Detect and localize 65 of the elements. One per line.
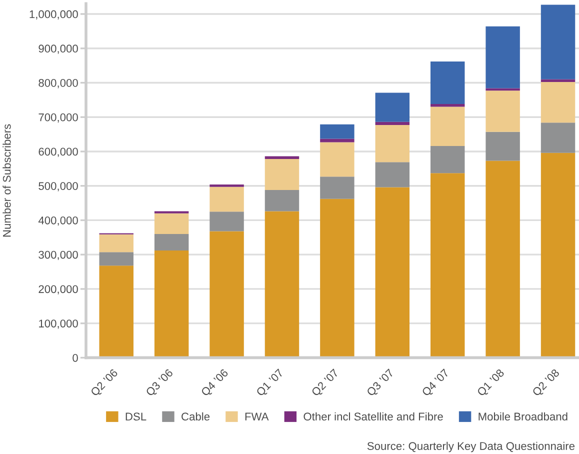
bar [430,173,465,358]
bar [540,152,576,358]
bar [210,184,244,187]
y-tick-label: 1,000,000 [30,10,78,20]
bar [540,122,576,153]
bar [486,26,520,88]
y-axis-title: Number of Subscribers [2,124,11,237]
bar [154,250,189,358]
bar [99,252,134,266]
bar [430,61,465,104]
x-tick-label: Q4 ’06 [200,368,230,398]
legend-label: Other incl Satellite and Fibre [304,412,443,421]
x-tick-label: Q2 ’07 [310,368,340,398]
y-tick-label: 900,000 [38,44,78,54]
bar [99,234,134,252]
bar [264,159,300,190]
legend-label: Mobile Broadband [478,412,568,421]
bar [375,122,410,126]
bar [320,124,354,139]
legend-label: FWA [245,412,269,420]
bar [210,231,244,358]
bar [486,88,520,91]
x-tick-label: Q3 ’06 [145,368,175,398]
bar [375,125,410,162]
y-tick-label: 300,000 [38,250,78,260]
y-tick-label: 400,000 [38,216,78,226]
y-tick-label: 0 [72,354,78,362]
bar [430,106,465,146]
x-tick-label: Q1 ’07 [256,368,286,398]
bar [320,176,354,199]
y-tick-label: 100,000 [39,320,78,329]
bar [210,186,244,212]
bar [430,146,465,174]
bar [540,4,576,80]
source-note: Source: Quarterly Key Data Questionnaire [367,442,575,452]
bar [430,104,465,107]
bar [375,92,410,122]
y-tick-label: 500,000 [38,182,78,192]
bar [264,156,300,160]
y-tick-label: 800,000 [38,79,78,88]
x-tick-label: Q2 ’08 [532,368,562,398]
bar [486,90,520,132]
bar [264,190,300,212]
legend-label: DSL [126,412,146,421]
bar [320,198,354,358]
bar [320,142,354,177]
bar [540,79,576,82]
bar [154,234,189,250]
bar [99,266,134,358]
x-tick-label: Q1 ’08 [476,368,506,398]
bar [540,82,576,123]
bar [264,211,300,358]
bar [375,187,410,358]
y-tick-label: 600,000 [38,148,78,157]
legend-label: Cable [182,412,210,421]
bar [154,213,189,234]
x-tick-label: Q2 ’06 [90,368,120,398]
bar [486,132,520,161]
x-tick-label: Q3 ’07 [366,368,396,398]
bar [375,162,410,188]
x-tick-label: Q4 ’07 [421,368,451,398]
y-tick-label: 200,000 [38,285,78,294]
bar [210,212,244,232]
y-tick-label: 700,000 [38,113,78,123]
bar [486,160,520,358]
